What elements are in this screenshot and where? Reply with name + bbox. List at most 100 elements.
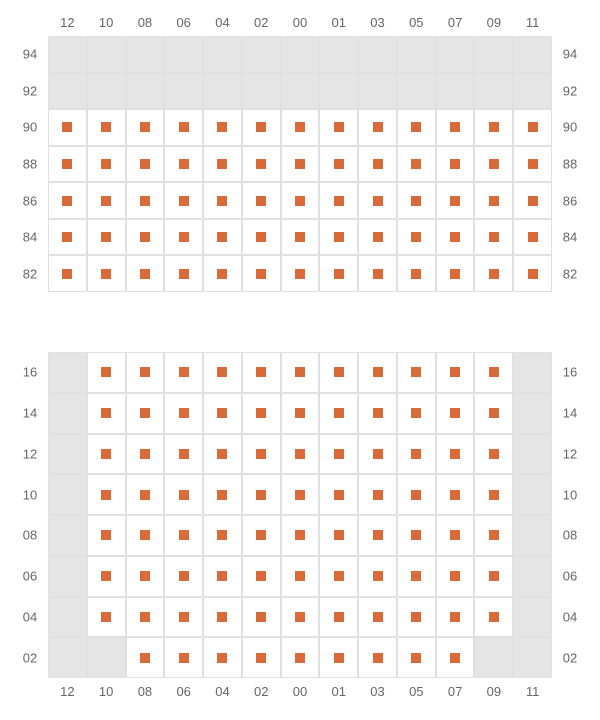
grid-cell bbox=[203, 597, 242, 638]
seat-marker bbox=[373, 571, 383, 581]
grid-cell bbox=[203, 393, 242, 434]
grid-cell bbox=[397, 109, 436, 146]
grid-cell bbox=[436, 474, 475, 515]
seat-marker bbox=[450, 269, 460, 279]
grid-cell bbox=[203, 637, 242, 678]
row-label-left: 16 bbox=[18, 365, 42, 380]
grid-cell bbox=[436, 556, 475, 597]
grid-cell bbox=[436, 515, 475, 556]
seat-marker bbox=[295, 490, 305, 500]
seat-marker bbox=[217, 653, 227, 663]
row-label-right: 86 bbox=[558, 193, 582, 208]
grid-cell bbox=[87, 515, 126, 556]
seat-marker bbox=[101, 571, 111, 581]
grid-cell bbox=[48, 219, 87, 256]
grid-cell bbox=[319, 36, 358, 73]
grid-cell bbox=[513, 637, 552, 678]
row-label-right: 16 bbox=[558, 365, 582, 380]
seat-marker bbox=[295, 530, 305, 540]
grid-cell bbox=[513, 474, 552, 515]
col-label-bottom: 03 bbox=[366, 684, 390, 699]
grid-cell bbox=[319, 146, 358, 183]
seat-marker bbox=[217, 449, 227, 459]
seat-marker bbox=[101, 122, 111, 132]
grid-cell bbox=[203, 352, 242, 393]
seat-marker bbox=[334, 530, 344, 540]
grid-cell bbox=[87, 637, 126, 678]
grid-cell bbox=[126, 393, 165, 434]
seat-marker bbox=[489, 490, 499, 500]
seat-marker bbox=[411, 530, 421, 540]
seat-marker bbox=[217, 367, 227, 377]
seat-marker bbox=[179, 367, 189, 377]
grid-cell bbox=[513, 515, 552, 556]
seat-marker bbox=[450, 490, 460, 500]
seat-marker bbox=[489, 159, 499, 169]
col-label-bottom: 05 bbox=[404, 684, 428, 699]
seating-grid-chart: 1210080604020001030507091194949292909088… bbox=[0, 0, 600, 720]
grid-cell bbox=[513, 73, 552, 110]
grid-cell bbox=[242, 146, 281, 183]
grid-cell bbox=[164, 182, 203, 219]
seat-marker bbox=[450, 408, 460, 418]
seat-marker bbox=[373, 367, 383, 377]
grid-cell bbox=[164, 146, 203, 183]
row-label-right: 94 bbox=[558, 47, 582, 62]
seat-marker bbox=[528, 269, 538, 279]
seat-marker bbox=[101, 232, 111, 242]
seat-marker bbox=[179, 449, 189, 459]
grid-cell bbox=[242, 36, 281, 73]
grid-cell bbox=[203, 109, 242, 146]
grid-cell bbox=[358, 597, 397, 638]
grid-cell bbox=[474, 597, 513, 638]
grid-cell bbox=[358, 515, 397, 556]
grid-cell bbox=[319, 219, 358, 256]
grid-cell bbox=[358, 637, 397, 678]
grid-cell bbox=[87, 393, 126, 434]
col-label-top: 07 bbox=[443, 15, 467, 30]
grid-cell bbox=[474, 352, 513, 393]
grid-cell bbox=[203, 556, 242, 597]
grid-cell bbox=[281, 219, 320, 256]
grid-cell bbox=[126, 255, 165, 292]
seat-marker bbox=[217, 612, 227, 622]
grid-cell bbox=[436, 352, 475, 393]
seat-marker bbox=[256, 408, 266, 418]
seat-marker bbox=[295, 122, 305, 132]
seat-marker bbox=[217, 490, 227, 500]
grid-cell bbox=[513, 219, 552, 256]
seat-marker bbox=[295, 449, 305, 459]
seat-marker bbox=[334, 449, 344, 459]
grid-cell bbox=[513, 393, 552, 434]
seat-marker bbox=[373, 196, 383, 206]
grid-cell bbox=[164, 73, 203, 110]
grid-cell bbox=[474, 182, 513, 219]
grid-cell bbox=[513, 434, 552, 475]
seat-marker bbox=[217, 122, 227, 132]
seat-marker bbox=[179, 490, 189, 500]
grid-cell bbox=[48, 556, 87, 597]
seat-marker bbox=[179, 159, 189, 169]
grid-cell bbox=[397, 219, 436, 256]
grid-cell bbox=[126, 597, 165, 638]
grid-cell bbox=[397, 73, 436, 110]
grid-cell bbox=[203, 73, 242, 110]
grid-cell bbox=[203, 434, 242, 475]
grid-cell bbox=[319, 352, 358, 393]
row-label-left: 86 bbox=[18, 193, 42, 208]
grid-cell bbox=[513, 36, 552, 73]
seat-marker bbox=[256, 367, 266, 377]
grid-cell bbox=[436, 255, 475, 292]
grid-cell bbox=[281, 109, 320, 146]
grid-cell bbox=[87, 474, 126, 515]
col-label-bottom: 08 bbox=[133, 684, 157, 699]
grid-cell bbox=[281, 255, 320, 292]
grid-cell bbox=[126, 556, 165, 597]
seat-marker bbox=[256, 490, 266, 500]
row-label-right: 92 bbox=[558, 83, 582, 98]
grid-cell bbox=[436, 637, 475, 678]
row-label-right: 88 bbox=[558, 156, 582, 171]
grid-cell bbox=[164, 255, 203, 292]
grid-cell bbox=[281, 637, 320, 678]
grid-cell bbox=[358, 109, 397, 146]
